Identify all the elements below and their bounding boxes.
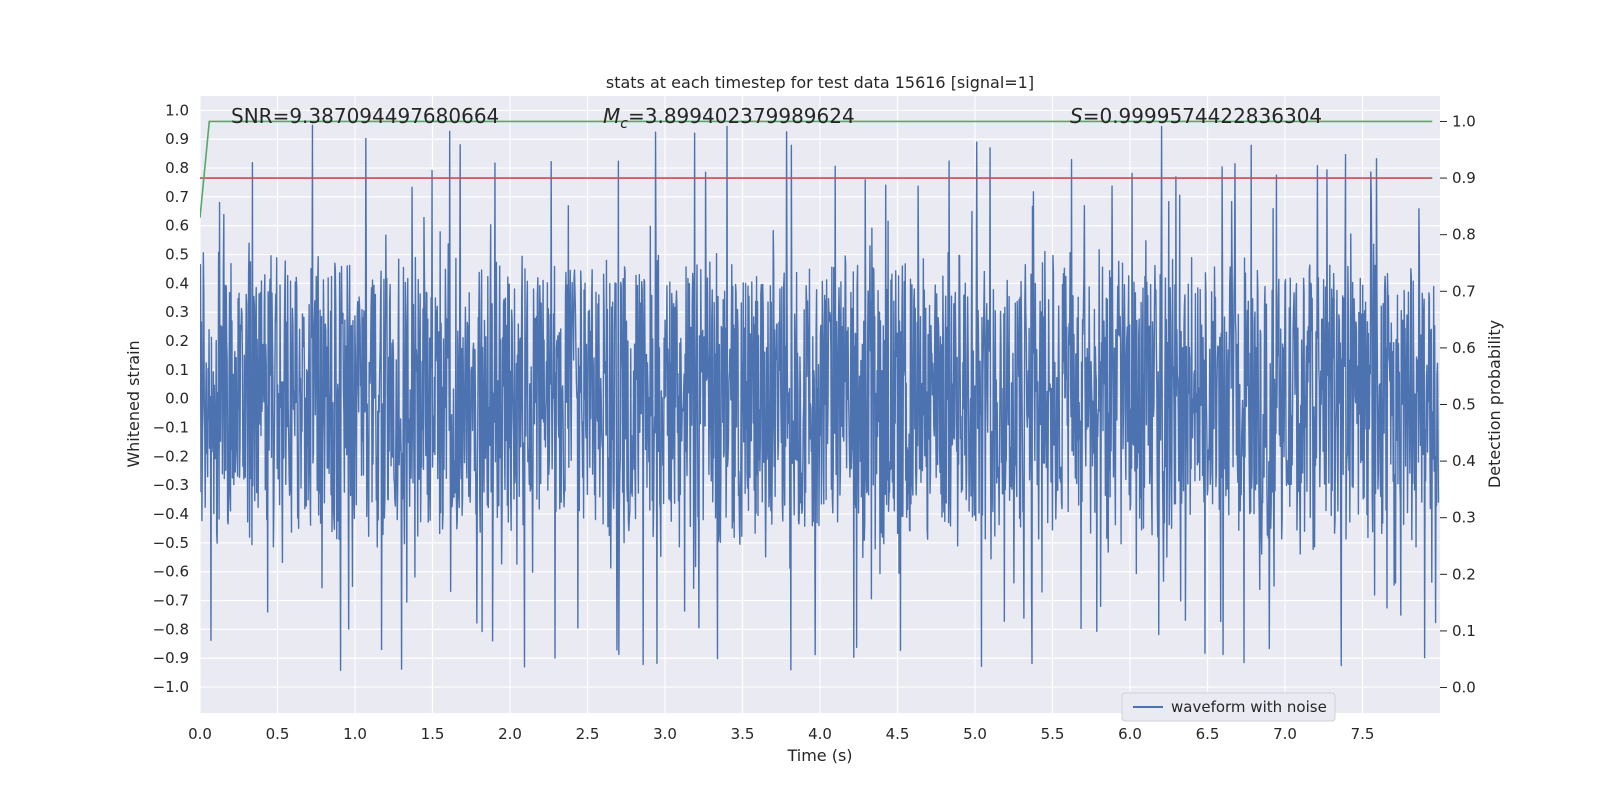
y-left-tick-label: −0.6 (153, 563, 189, 581)
y-right-axis-label: Detection probability (1485, 320, 1504, 488)
x-tick-label: 5.5 (1041, 725, 1065, 743)
y-right-tick-label: 0.4 (1452, 452, 1476, 470)
mc-value: 3.899402379989624 (645, 104, 855, 128)
x-tick-label: 3.0 (653, 725, 677, 743)
x-tick-label: 4.0 (808, 725, 832, 743)
y-right-tick-label: 0.5 (1452, 396, 1476, 414)
y-left-tick-label: −0.9 (153, 649, 189, 667)
y-right-tick-label: 0.8 (1452, 226, 1476, 244)
y-right-tick-label: 0.1 (1452, 622, 1476, 640)
y-left-tick-label: −0.8 (153, 620, 189, 638)
x-tick-label: 1.0 (343, 725, 367, 743)
x-tick-label: 0.0 (188, 725, 212, 743)
x-tick-label: 7.0 (1273, 725, 1297, 743)
y-left-tick-label: −0.4 (153, 505, 189, 523)
y-left-tick-label: −0.3 (153, 476, 189, 494)
series-waveform-with-noise (200, 124, 1440, 671)
legend: waveform with noise (1121, 692, 1336, 722)
x-tick-label: 6.0 (1118, 725, 1142, 743)
y-left-tick-label: 0.7 (165, 188, 189, 206)
y-left-axis-label: Whitened strain (124, 340, 143, 467)
y-left-tick-label: 0.2 (165, 332, 189, 350)
y-left-tick-label: −1.0 (153, 678, 189, 696)
y-left-axis-ticks: 1.0 0.9 0.8 0.7 0.6 0.5 0.4 0.3 0.2 0.1 0.0 −0.1 −0.… (153, 101, 189, 696)
y-left-tick-label: 0.3 (165, 303, 189, 321)
x-tick-label: 6.5 (1196, 725, 1220, 743)
y-left-tick-label: 0.0 (165, 390, 189, 408)
chart-title: stats at each timestep for test data 156… (606, 73, 1034, 92)
y-right-tick-label: 0.0 (1452, 679, 1476, 697)
y-right-tick-label: 0.9 (1452, 169, 1476, 187)
y-right-tick-label: 0.2 (1452, 565, 1476, 583)
probability-layer (200, 120, 1433, 218)
legend-label-waveform: waveform with noise (1171, 698, 1327, 716)
x-tick-label: 7.5 (1351, 725, 1375, 743)
x-tick-label: 0.5 (266, 725, 290, 743)
y-left-tick-label: −0.2 (153, 447, 189, 465)
x-tick-label: 2.5 (576, 725, 600, 743)
x-axis-ticks: 0.0 0.5 1.0 1.5 2.0 2.5 3.0 3.5 4.0 4.5 5.0 5.5 6.0 6… (188, 725, 1374, 743)
y-left-tick-label: 0.6 (165, 217, 189, 235)
y-left-tick-label: −0.7 (153, 592, 189, 610)
y-right-axis-ticks: 1.0 0.9 0.8 0.7 0.6 0.5 0.4 0.3 0.2 0.1 0.0 (1440, 112, 1476, 697)
x-tick-label: 5.0 (963, 725, 987, 743)
y-left-tick-label: 0.5 (165, 246, 189, 264)
snr-value: 9.387094497680664 (289, 104, 499, 128)
x-tick-label: 1.5 (421, 725, 445, 743)
mc-symbol: M (603, 104, 620, 128)
mc-subscript: c (620, 116, 628, 132)
y-left-tick-label: −0.5 (153, 534, 189, 552)
x-axis-label: Time (s) (786, 746, 852, 765)
y-left-tick-label: 0.1 (165, 361, 189, 379)
y-right-tick-label: 0.6 (1452, 339, 1476, 357)
s-value: 0.9999574422836304 (1099, 104, 1322, 128)
snr-annotation: SNR=9.387094497680664 (231, 104, 499, 128)
y-left-tick-label: 1.0 (165, 101, 189, 119)
s-annotation: S=0.9999574422836304 (1070, 104, 1322, 128)
legend-box (1121, 692, 1336, 722)
y-left-tick-label: 0.4 (165, 274, 189, 292)
x-tick-label: 2.0 (498, 725, 522, 743)
snr-label: SNR (231, 104, 273, 128)
s-symbol: S (1070, 104, 1083, 128)
x-tick-label: 3.5 (731, 725, 755, 743)
series-detection-probability (200, 120, 1433, 218)
y-left-tick-label: 0.9 (165, 130, 189, 148)
y-left-tick-label: 0.8 (165, 159, 189, 177)
x-tick-label: 4.5 (886, 725, 910, 743)
y-left-tick-label: −0.1 (153, 419, 189, 437)
y-right-tick-label: 0.3 (1452, 509, 1476, 527)
y-right-tick-label: 1.0 (1452, 112, 1476, 130)
waveform-layer (200, 124, 1440, 671)
chirp-mass-annotation: Mc=3.899402379989624 (603, 104, 855, 132)
y-right-tick-label: 0.7 (1452, 282, 1476, 300)
